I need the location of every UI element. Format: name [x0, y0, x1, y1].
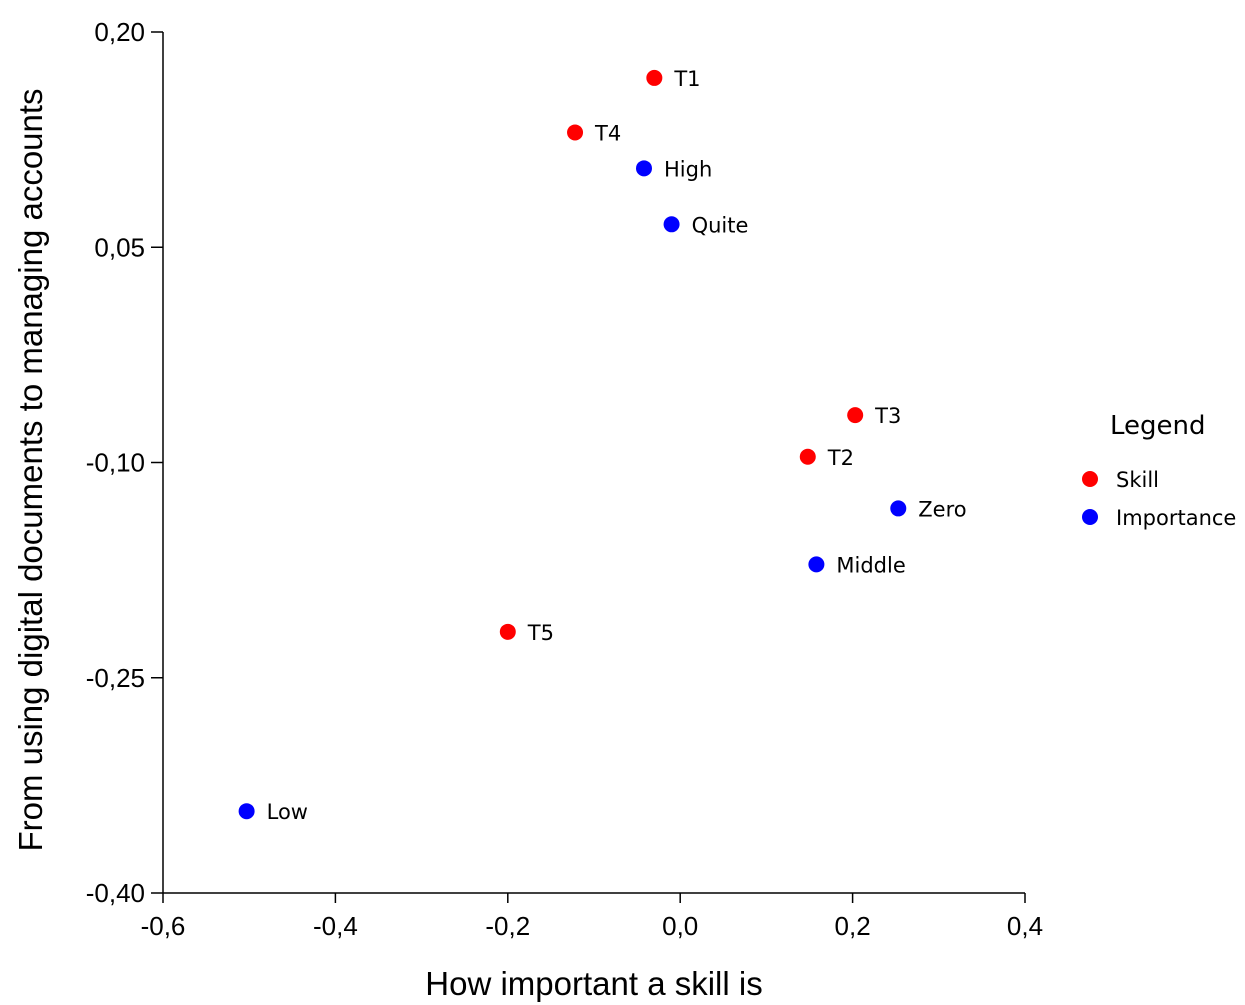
legend-marker-importance: [1082, 509, 1098, 525]
point-t2: [799, 448, 816, 465]
point-t3: [847, 407, 864, 424]
point-middle: [808, 556, 825, 573]
point-label-t2: T2: [827, 446, 854, 470]
point-label-quite: Quite: [692, 213, 749, 237]
point-t5: [499, 623, 516, 640]
point-label-t1: T1: [673, 67, 700, 91]
point-label-t5: T5: [527, 621, 554, 645]
y-axis-title: From using digital documents to managing…: [12, 88, 49, 851]
point-low: [238, 803, 255, 820]
x-tick-label: -0,4: [313, 911, 358, 941]
point-label-zero: Zero: [918, 497, 966, 521]
data-points: T1 T4 T3 T2 T5 High Quite Zero Middle Low: [238, 67, 967, 824]
legend: Legend Skill Importance: [1082, 411, 1236, 530]
x-tick-label: -0,2: [485, 911, 530, 941]
y-tick-label: -0,10: [86, 448, 145, 478]
legend-label-importance: Importance: [1116, 506, 1236, 530]
y-tick-label: -0,40: [86, 878, 145, 908]
point-label-high: High: [664, 157, 712, 181]
point-t4: [567, 124, 584, 141]
legend-marker-skill: [1082, 471, 1098, 487]
x-tick-label: 0,0: [662, 911, 698, 941]
x-tick-label: 0,2: [835, 911, 871, 941]
point-t1: [646, 69, 663, 86]
y-axis-ticks: -0,40 -0,25 -0,10 0,05 0,20: [86, 17, 163, 908]
y-tick-label: 0,20: [94, 17, 145, 47]
point-zero: [890, 500, 907, 517]
point-label-t3: T3: [874, 404, 901, 428]
point-label-low: Low: [267, 800, 308, 824]
point-label-t4: T4: [594, 121, 621, 145]
point-high: [635, 160, 652, 177]
x-axis-ticks: -0,6 -0,4 -0,2 0,0 0,2 0,4: [141, 893, 1043, 941]
legend-title: Legend: [1110, 411, 1206, 441]
point-quite: [663, 216, 680, 233]
y-tick-label: 0,05: [94, 232, 145, 262]
point-label-middle: Middle: [836, 553, 905, 577]
x-tick-label: -0,6: [141, 911, 186, 941]
x-tick-label: 0,4: [1007, 911, 1043, 941]
x-axis-title: How important a skill is: [425, 965, 762, 1002]
legend-label-skill: Skill: [1116, 468, 1159, 492]
y-tick-label: -0,25: [86, 663, 145, 693]
